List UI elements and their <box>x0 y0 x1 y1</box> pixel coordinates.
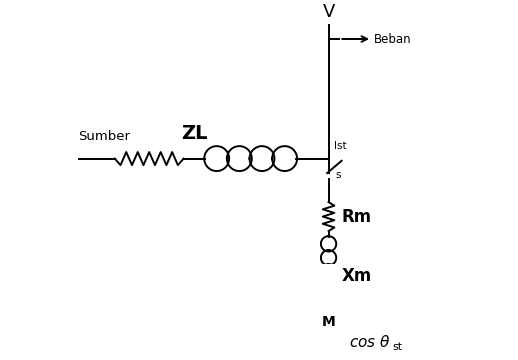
Text: Sumber: Sumber <box>79 130 131 143</box>
Text: Beban: Beban <box>374 32 412 45</box>
Text: cos $\theta$: cos $\theta$ <box>349 334 391 350</box>
Text: M: M <box>322 315 336 329</box>
Text: V: V <box>322 3 335 21</box>
Text: ZL: ZL <box>181 124 208 143</box>
Text: Xm: Xm <box>341 267 372 285</box>
Text: Rm: Rm <box>341 208 372 226</box>
Text: st: st <box>392 342 402 352</box>
Text: s: s <box>336 170 341 180</box>
Text: Ist: Ist <box>335 140 347 150</box>
